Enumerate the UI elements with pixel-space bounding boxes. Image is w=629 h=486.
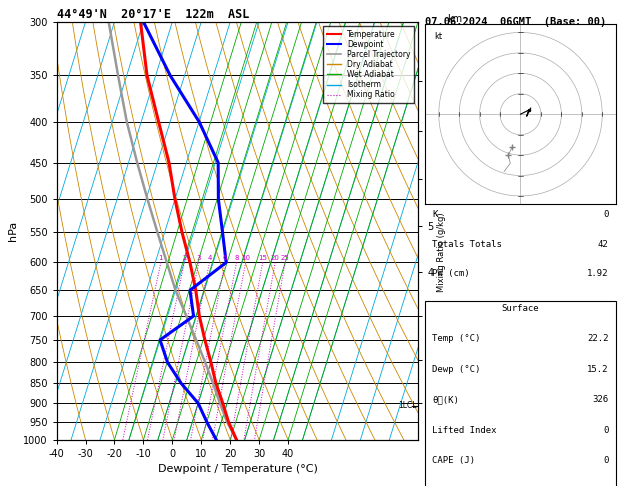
Legend: Temperature, Dewpoint, Parcel Trajectory, Dry Adiabat, Wet Adiabat, Isotherm, Mi: Temperature, Dewpoint, Parcel Trajectory… (323, 26, 415, 103)
Text: 8: 8 (234, 255, 239, 261)
Text: 25: 25 (281, 255, 289, 261)
Text: 07.06.2024  06GMT  (Base: 00): 07.06.2024 06GMT (Base: 00) (425, 17, 606, 27)
Text: Temp (°C): Temp (°C) (432, 334, 481, 344)
Y-axis label: hPa: hPa (8, 221, 18, 241)
Text: 1: 1 (159, 255, 163, 261)
Text: 0: 0 (603, 456, 609, 466)
Bar (425, 301, 616, 486)
X-axis label: Dewpoint / Temperature (°C): Dewpoint / Temperature (°C) (157, 465, 318, 474)
Text: 22.2: 22.2 (587, 334, 609, 344)
Text: PW (cm): PW (cm) (432, 269, 470, 278)
Text: Dewp (°C): Dewp (°C) (432, 365, 481, 374)
Text: θᴇ(K): θᴇ(K) (432, 396, 459, 404)
Text: 3: 3 (196, 255, 201, 261)
Text: 15.2: 15.2 (587, 365, 609, 374)
Text: Surface: Surface (502, 304, 539, 313)
Text: 326: 326 (593, 396, 609, 404)
Text: 2: 2 (182, 255, 187, 261)
Text: 15: 15 (259, 255, 267, 261)
Text: 42: 42 (598, 240, 609, 249)
Text: Mixing Ratio (g/kg): Mixing Ratio (g/kg) (437, 212, 447, 292)
Y-axis label: km
ASL: km ASL (447, 14, 465, 35)
Text: 6: 6 (223, 255, 227, 261)
Text: 20: 20 (270, 255, 280, 261)
Text: 0: 0 (603, 426, 609, 435)
Text: kt: kt (435, 33, 443, 41)
Text: CAPE (J): CAPE (J) (432, 456, 476, 466)
Text: 4: 4 (208, 255, 212, 261)
Text: K: K (432, 210, 438, 219)
Text: 1.92: 1.92 (587, 269, 609, 278)
Text: 10: 10 (241, 255, 250, 261)
Text: Totals Totals: Totals Totals (432, 240, 502, 249)
Text: 1LCL: 1LCL (398, 401, 417, 411)
Text: 44°49'N  20°17'E  122m  ASL: 44°49'N 20°17'E 122m ASL (57, 8, 249, 21)
Text: Lifted Index: Lifted Index (432, 426, 497, 435)
Text: 0: 0 (603, 210, 609, 219)
